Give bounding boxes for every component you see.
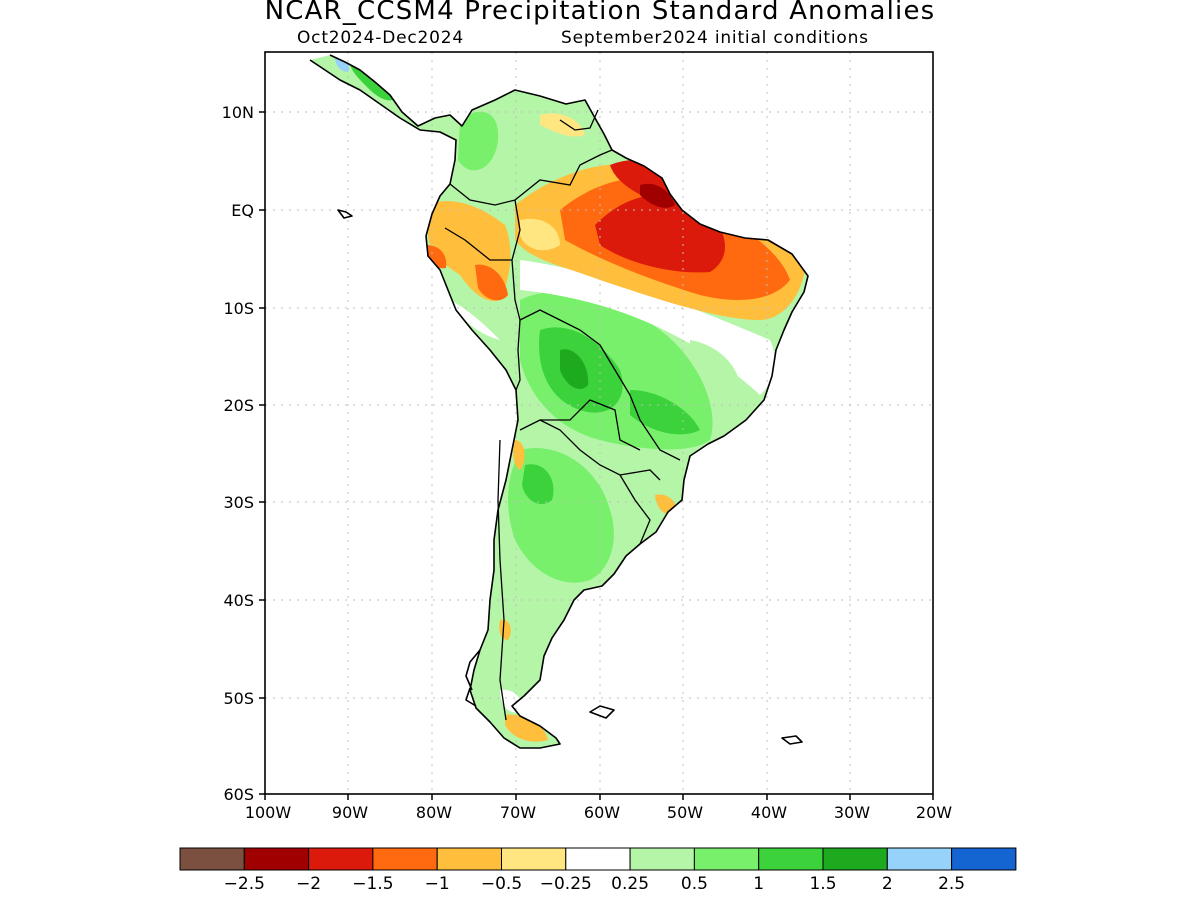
plot-area: 10N EQ 10S 20S 30S 40S 50S 60S 100W 90W … [222, 51, 952, 822]
colorbar: −2.5 −2 −1.5 −1 −0.5 −0.25 0.25 0.5 1 1.5 2 2.5 [179, 847, 1017, 894]
lon-label: 40W [751, 803, 787, 822]
colorbar-label: 1.5 [809, 874, 836, 894]
country-borders [444, 109, 681, 721]
lon-label: 50W [667, 803, 703, 822]
lat-label: 60S [223, 785, 254, 804]
lat-label: EQ [231, 201, 254, 220]
colorbar-label: −2 [296, 874, 321, 894]
colorbar-label: 2.5 [938, 874, 965, 894]
lon-label: 30W [834, 803, 870, 822]
colorbar-swatch [693, 847, 760, 871]
colorbar-label: −1.5 [352, 874, 393, 894]
colorbar-label: −0.5 [481, 874, 522, 894]
lon-label: 60W [584, 803, 620, 822]
colorbar-label: −0.25 [540, 874, 592, 894]
longitude-labels: 100W 90W 80W 70W 60W 50W 40W 30W 20W [245, 803, 952, 822]
colorbar-label: 1 [753, 874, 764, 894]
lat-label: 50S [223, 689, 254, 708]
map-title: NCAR_CCSM4 Precipitation Standard Anomal… [264, 0, 936, 26]
latitude-labels: 10N EQ 10S 20S 30S 40S 50S 60S [222, 103, 254, 804]
lon-label: 80W [416, 803, 452, 822]
lat-label: 40S [223, 591, 254, 610]
lat-label: 10N [222, 103, 254, 122]
colorbar-swatch [629, 847, 695, 871]
colorbar-label: 2 [882, 874, 893, 894]
colorbar-swatch [372, 847, 438, 871]
lat-label: 20S [223, 396, 254, 415]
colorbar-swatch [501, 847, 567, 871]
lon-label: 70W [500, 803, 536, 822]
colorbar-label: 0.25 [611, 874, 649, 894]
colorbar-swatch [436, 847, 503, 871]
map-frame [264, 51, 934, 795]
colorbar-swatch [243, 847, 310, 871]
colorbar-swatch [822, 847, 888, 871]
initial-conditions: September2024 initial conditions [561, 28, 869, 48]
tick-marks [259, 111, 934, 800]
lat-label: 30S [223, 493, 254, 512]
lat-label: 10S [223, 299, 254, 318]
colorbar-swatch [951, 847, 1017, 871]
lon-label: 20W [916, 803, 952, 822]
colorbar-swatch [758, 847, 824, 871]
lon-label: 90W [332, 803, 368, 822]
colorbar-swatch [179, 847, 245, 871]
lon-label: 100W [245, 803, 292, 822]
colorbar-label: −1 [425, 874, 450, 894]
colorbar-label: 0.5 [681, 874, 708, 894]
colorbar-swatch [308, 847, 374, 871]
colorbar-label: −2.5 [224, 874, 265, 894]
colorbar-swatch [565, 847, 631, 871]
colorbar-swatch [886, 847, 953, 871]
forecast-period: Oct2024-Dec2024 [297, 28, 464, 48]
coastlines [309, 54, 809, 749]
